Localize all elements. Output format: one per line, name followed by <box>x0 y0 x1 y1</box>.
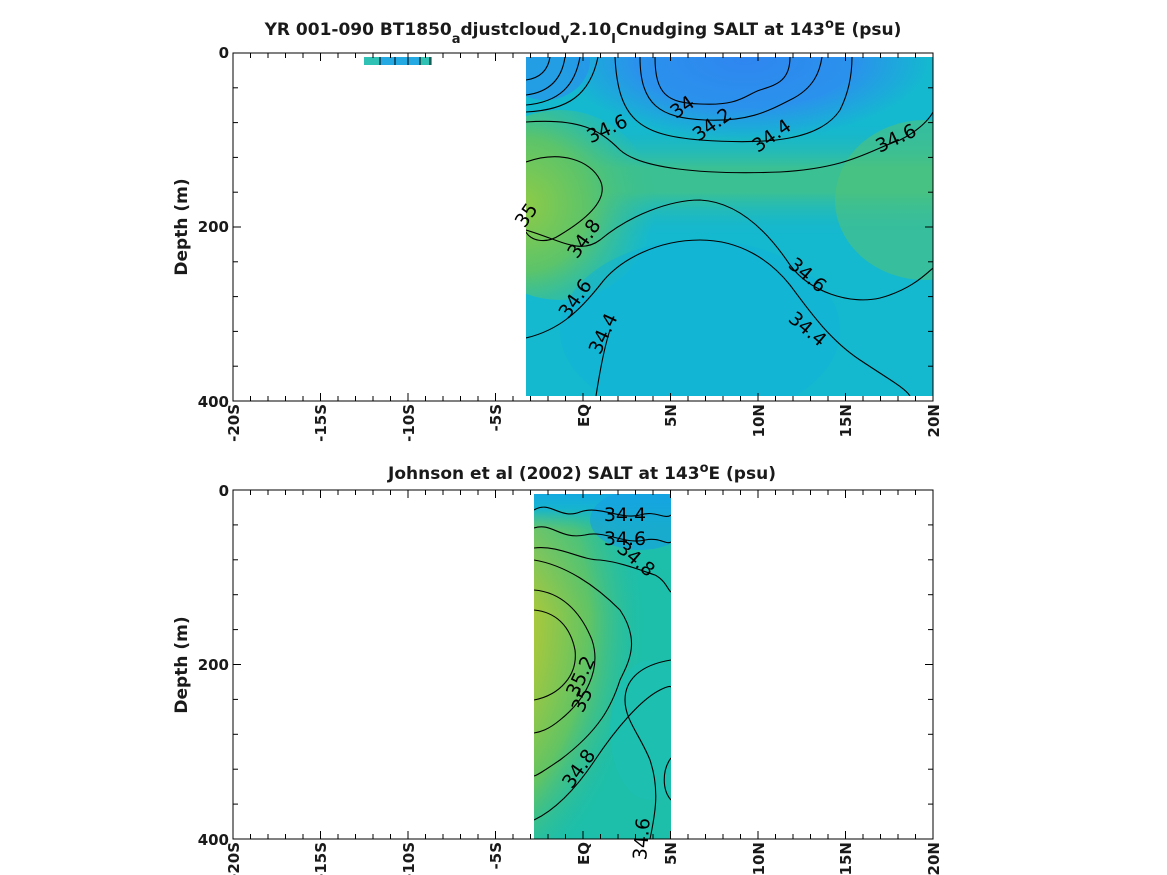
bottom-contour-label-0: 34.4 <box>604 504 646 526</box>
bottom-panel-title: Johnson et al (2002) SALT at 143oE (psu) <box>387 461 776 484</box>
bottom-xtick-20S: -20S <box>225 842 243 875</box>
bottom-x-tick-labels: -20S -15S -10S -5S EQ 5N 10N 15N 20N <box>225 842 943 875</box>
contour-34-4-b <box>595 329 611 396</box>
top-salinity-field <box>526 57 933 396</box>
contour-b-34-8 <box>534 547 671 593</box>
top-xtick-10S: -10S <box>400 404 418 442</box>
top-ytick-400: 400 <box>198 393 229 411</box>
top-xtick-5N: 5N <box>662 404 680 427</box>
contour-34-8 <box>526 199 933 301</box>
contour-top-left-2 <box>526 57 566 96</box>
top-xtick-15S: -15S <box>312 404 330 442</box>
bottom-contour-label-1: 34.6 <box>604 528 646 550</box>
top-strip <box>364 57 432 65</box>
contour-b-35 <box>534 559 633 777</box>
bottom-ytick-400: 400 <box>198 831 229 849</box>
contour-34-2 <box>639 57 823 121</box>
bottom-xtick-20N: 20N <box>925 842 943 875</box>
contour-b-35-2-inner <box>534 609 576 701</box>
top-contours <box>526 57 933 396</box>
top-xtick-20N: 20N <box>925 404 943 437</box>
contour-b-34-8-b <box>534 685 671 821</box>
bottom-axis-ticks <box>232 489 934 840</box>
top-x-tick-labels: -20S -15S -10S -5S EQ 5N 10N 15N 20N <box>225 404 943 442</box>
top-y-axis-label: Depth (m) <box>172 178 192 275</box>
top-xtick-EQ: EQ <box>575 404 593 427</box>
bottom-contours <box>534 506 671 839</box>
bottom-xtick-EQ: EQ <box>575 842 593 865</box>
top-xtick-20S: -20S <box>225 404 243 442</box>
contour-34-6 <box>526 111 933 174</box>
bottom-xtick-10S: -10S <box>400 842 418 875</box>
bottom-panel: Johnson et al (2002) SALT at 143oE (psu)… <box>172 461 943 875</box>
bottom-y-axis-label: Depth (m) <box>172 616 192 713</box>
contour-b-34-4 <box>534 506 671 517</box>
top-axis-ticks <box>232 52 934 402</box>
contour-top-left-4 <box>526 57 599 113</box>
contour-b-34-6 <box>534 526 671 544</box>
top-ytick-0: 0 <box>219 44 229 62</box>
bottom-xtick-5N: 5N <box>662 842 680 865</box>
bottom-y-tick-labels: 0 200 400 <box>198 482 229 849</box>
top-xtick-10N: 10N <box>750 404 768 437</box>
contour-35 <box>526 156 603 242</box>
contour-top-left-3 <box>526 57 581 106</box>
bottom-ytick-0: 0 <box>219 482 229 500</box>
top-xtick-5S: -5S <box>487 404 505 431</box>
bottom-xtick-15N: 15N <box>837 842 855 875</box>
bottom-ytick-200: 200 <box>198 656 229 674</box>
top-panel-title: YR 001-090 BT1850adjustcloudv2.10ICnudgi… <box>264 17 902 47</box>
contour-34-4 <box>614 57 853 143</box>
contour-b-35-2 <box>534 589 596 734</box>
contour-top-left-1 <box>526 57 551 81</box>
bottom-xtick-15S: -15S <box>312 842 330 875</box>
bottom-xtick-10N: 10N <box>750 842 768 875</box>
contour-b-right-1 <box>624 659 671 839</box>
top-ytick-200: 200 <box>198 218 229 236</box>
contour-34 <box>654 57 791 105</box>
top-panel: YR 001-090 BT1850adjustcloudv2.10ICnudgi… <box>172 17 943 442</box>
contour-b-right-2 <box>663 757 671 801</box>
top-y-tick-labels: 0 200 400 <box>198 44 229 411</box>
bottom-xtick-5S: -5S <box>487 842 505 869</box>
top-xtick-15N: 15N <box>837 404 855 437</box>
contour-34-6-b <box>526 239 911 396</box>
